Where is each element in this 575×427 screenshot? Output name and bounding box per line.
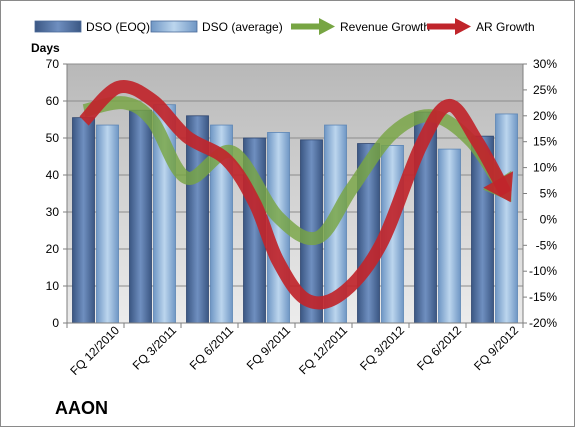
y-left-tick-label: 40 [46, 168, 60, 182]
y-right-tick-label: 20% [533, 109, 557, 123]
ar-growth-line [79, 80, 512, 310]
legend-item: Revenue Growth [291, 18, 430, 35]
y-left-tick-label: 0 [52, 316, 59, 330]
growth-lines [79, 80, 514, 310]
legend-label: Revenue Growth [340, 20, 430, 34]
legend-label: AR Growth [476, 20, 535, 34]
legend-arrow-swatch [455, 18, 471, 35]
y-right-tick-label: -10% [529, 264, 557, 278]
legend-arrow-swatch [319, 18, 335, 35]
x-tick-label: FQ 9/2011 [244, 323, 294, 373]
y-right-tick-label: 15% [533, 135, 557, 149]
y-right-tick-label: 25% [533, 83, 557, 97]
y-right-tick-label: 10% [533, 161, 557, 175]
bar-dso-average [96, 124, 119, 324]
legend-swatch [34, 20, 82, 33]
x-tick-label: FQ 3/2011 [130, 323, 180, 373]
y-right-tick-label: -15% [529, 290, 557, 304]
legend-item: AR Growth [427, 18, 535, 35]
y-left-tick-label: 60 [46, 94, 60, 108]
x-tick-label: FQ 12/2010 [67, 323, 122, 378]
bar-dso-average [495, 113, 518, 324]
y-left-tick-label: 50 [46, 131, 60, 145]
y-right-tick-label: 30% [533, 57, 557, 71]
y-right-tick-label: 0% [540, 212, 558, 226]
x-tick-label: FQ 3/2012 [357, 323, 407, 373]
x-tick-label: FQ 12/2011 [296, 323, 350, 377]
y-left-tick-label: 10 [46, 279, 60, 293]
legend-item: DSO (EOQ) [34, 20, 150, 34]
y-right-tick-label: 5% [540, 187, 558, 201]
y-left-axis-title: Days [31, 41, 60, 55]
y-right-tick-label: -5% [536, 238, 558, 252]
ar-growth-arrowhead [483, 171, 514, 203]
y-left-tick-label: 30 [46, 205, 60, 219]
bar-dso-eoq [72, 117, 95, 324]
y-right-tick-label: -20% [529, 316, 557, 330]
y-left-tick-label: 20 [46, 242, 60, 256]
legend-label: DSO (average) [202, 20, 283, 34]
bar-dso-eoq [129, 109, 152, 324]
company-ticker-label: AAON [55, 398, 108, 418]
x-tick-label: FQ 6/2011 [187, 323, 237, 373]
legend: DSO (EOQ) DSO (average) Revenue Growth AR G… [34, 18, 535, 35]
bar-dso-average [438, 148, 461, 324]
legend-label: DSO (EOQ) [86, 20, 150, 34]
legend-swatch [150, 20, 198, 33]
x-tick-label: FQ 6/2012 [414, 323, 464, 373]
legend-item: DSO (average) [150, 20, 283, 34]
x-tick-label: FQ 9/2012 [471, 323, 521, 373]
y-left-tick-label: 70 [46, 57, 60, 71]
